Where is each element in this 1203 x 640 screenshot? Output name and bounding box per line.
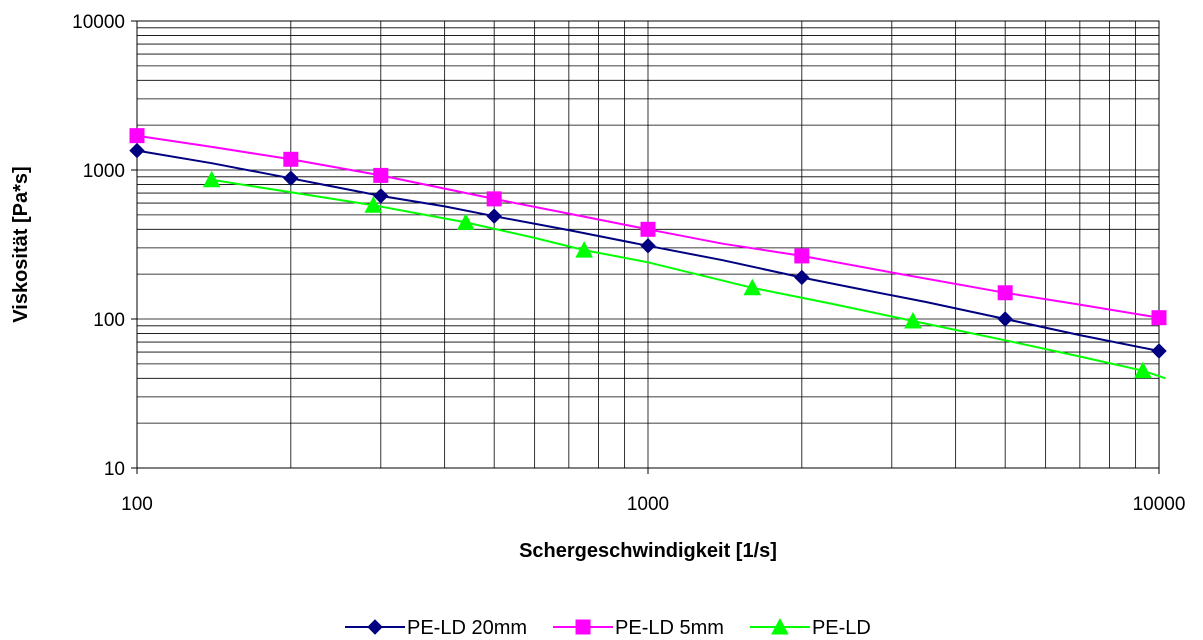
x-axis-ticks: 100 1000 10000 [121,468,1185,515]
series-layer [129,128,1167,380]
series-line [136,149,1160,352]
data-point [640,238,656,254]
data-point [1151,310,1167,326]
data-point [743,278,762,296]
y-tick-label: 10000 [72,12,125,33]
data-point [1151,343,1167,359]
data-point [794,269,810,286]
grid [136,21,1159,469]
data-point [283,170,299,186]
series-2 [129,128,1167,326]
data-point [904,311,922,329]
legend-item: PE-LD 20mm [345,617,527,639]
y-axis-ticks: 10 100 1000 10000 [72,12,137,480]
y-tick-label: 1000 [83,161,125,182]
data-point [486,191,502,207]
data-point [575,241,593,258]
data-point [1134,361,1152,379]
data-point [129,142,145,159]
legend: PE-LD 20mm PE-LD 5mm PE-LD [345,617,871,639]
data-point [373,188,389,204]
y-tick-label: 100 [93,310,125,331]
y-tick-label: 10 [104,459,125,480]
x-tick-label: 1000 [627,494,669,515]
data-point [373,167,389,183]
legend-item: PE-LD [749,617,871,639]
series-3 [202,170,1166,380]
legend-marker [771,617,789,635]
data-point [997,311,1013,327]
legend-marker [367,619,383,635]
data-point [129,128,145,144]
data-point [486,208,502,224]
series-1 [129,142,1167,359]
legend-label: PE-LD 5mm [615,617,724,639]
legend-item: PE-LD 5mm [553,617,724,639]
x-tick-label: 10000 [1133,494,1186,515]
data-point [364,196,383,213]
legend-marker [575,619,591,635]
legend-label: PE-LD 20mm [407,617,527,639]
y-axis-title: Viskosität [Pa*s] [10,166,32,322]
x-axis-title: Schergeschwindigkeit [1/s] [519,540,777,562]
data-point [794,248,810,264]
x-tick-label: 100 [121,494,153,515]
series-line [136,134,1160,319]
data-point [202,170,221,188]
data-point [640,221,656,237]
data-point [456,213,475,230]
data-point [283,151,299,167]
legend-label: PE-LD [812,617,871,639]
data-point [997,285,1013,301]
series-line [211,178,1166,380]
